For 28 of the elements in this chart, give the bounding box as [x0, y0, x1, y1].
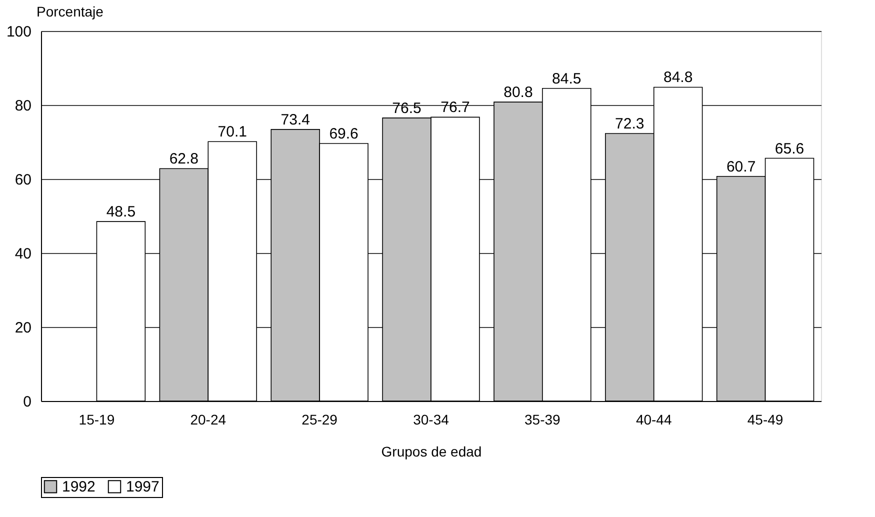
- y-tick-label: 100: [6, 24, 32, 40]
- x-tick-label: 15-19: [78, 412, 115, 428]
- data-label: 69.6: [329, 125, 358, 142]
- y-tick-label: 40: [14, 246, 32, 262]
- x-tick-label: 25-29: [302, 412, 338, 428]
- x-tick-label: 20-24: [190, 412, 226, 428]
- legend-label: 1997: [126, 478, 160, 496]
- x-tick-label: 45-49: [747, 412, 784, 428]
- data-label: 62.8: [169, 150, 199, 168]
- y-tick-label: 20: [14, 320, 32, 336]
- data-label: 48.5: [106, 204, 136, 221]
- data-label: 60.7: [726, 158, 756, 176]
- data-label: 80.8: [504, 84, 533, 102]
- data-label: 84.8: [663, 69, 693, 86]
- y-tick-label: 60: [14, 172, 32, 188]
- x-tick-label: 35-39: [524, 412, 561, 428]
- y-tick-label: 80: [14, 98, 32, 114]
- x-axis-title: Grupos de edad: [381, 444, 482, 460]
- data-label: 72.3: [615, 115, 644, 132]
- data-label: 73.4: [280, 111, 310, 128]
- y-axis-title: Porcentaje: [36, 4, 104, 20]
- x-tick-label: 30-34: [413, 412, 450, 428]
- legend-label: 1992: [62, 478, 96, 496]
- x-tick-label: 40-44: [636, 412, 672, 428]
- data-label: 70.1: [218, 124, 247, 141]
- data-label: 84.5: [552, 70, 582, 88]
- y-tick-label: 0: [23, 394, 32, 410]
- data-label: 65.6: [774, 140, 804, 158]
